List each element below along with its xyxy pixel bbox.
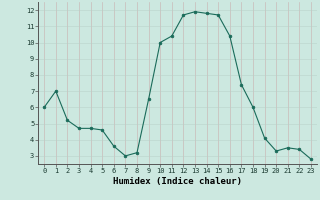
X-axis label: Humidex (Indice chaleur): Humidex (Indice chaleur): [113, 177, 242, 186]
